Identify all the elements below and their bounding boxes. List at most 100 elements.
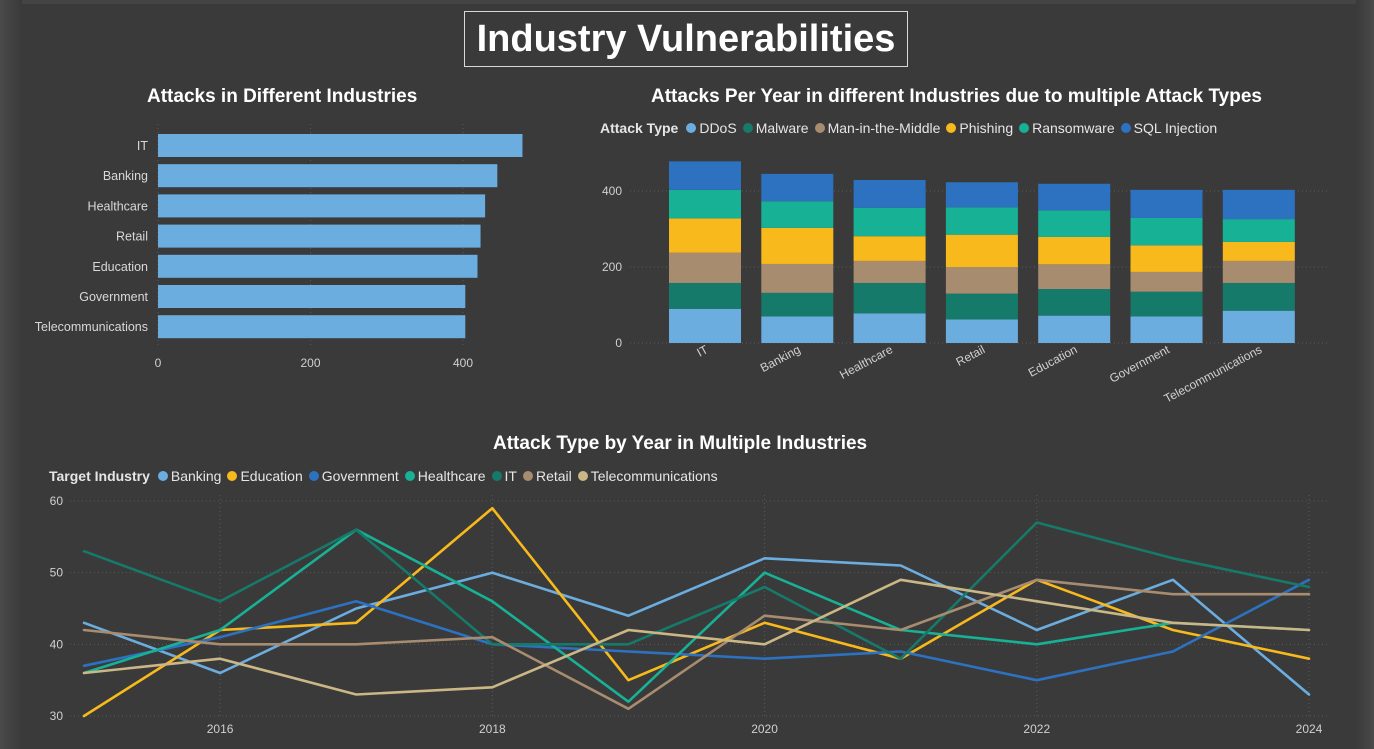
chart2-legend-item-ddos[interactable]: DDoS [686,120,737,136]
chart3-legend-label: Retail [535,468,572,484]
chart3-x-tick-label: 2020 [751,722,778,736]
chart2-bar-banking-phishing [761,227,834,264]
chart2-bar-it-sql-injection [669,161,741,190]
chart2-bar-banking-sql-injection [761,173,834,202]
page-title: Industry Vulnerabilities [464,11,908,67]
chart1-bar-education [158,254,478,278]
chart3-x-tick-label: 2016 [207,722,234,736]
chart2-bar-healthcare-ddos [853,313,926,343]
legend-dot-icon [404,471,415,481]
chart2-legend: Attack Type DDoS Malware Man-in-the-Middle… [600,120,1223,136]
chart2-bar-it-ddos [669,308,741,343]
chart2-bar-telecommunications-ransomware [1222,219,1295,242]
chart2-y-tick-label: 200 [602,260,622,274]
chart3-x-tick-label: 2024 [1296,722,1323,736]
chart3-series-line-it [82,521,1311,661]
chart2-bar-government-ransomware [1130,217,1203,246]
chart3-legend-label: IT [504,468,517,484]
chart3-series-line-government [82,578,1311,682]
chart3-legend-label: Telecommunications [590,468,718,484]
chart2-y-tick-label: 0 [615,336,622,350]
chart2-bar-education-ddos [1038,315,1111,343]
chart2-bar-government-phishing [1130,245,1203,272]
legend-dot-icon [491,471,502,481]
chart1-bar-it [158,134,523,157]
chart3-legend-item-education[interactable]: Education [227,468,303,484]
chart1-bar-government [158,285,466,308]
legend-dot-icon [308,471,319,481]
chart2-legend-label: Phishing [959,120,1014,136]
chart2-bar-banking-ransomware [761,201,834,228]
chart3-y-tick-label: 60 [50,494,64,508]
chart3-y-tick-label: 30 [50,709,64,723]
legend-dot-icon [522,471,533,481]
chart2-legend-item-man-in-the-middle[interactable]: Man-in-the-Middle [814,120,941,136]
chart3-y-tick-label: 50 [50,566,64,580]
chart2-legend-item-sql-injection[interactable]: SQL Injection [1120,120,1217,136]
chart3-series-line-education [82,506,1311,718]
chart2-bar-education-ransomware [1038,210,1111,237]
legend-dot-icon [1019,123,1030,133]
chart2-bar-it-ransomware [669,189,741,219]
chart2-bar-telecommunications-man-in-the-middle [1222,260,1295,283]
chart3-legend-item-banking[interactable]: Banking [157,468,222,484]
chart3-series-line-telecommunications [82,578,1311,696]
chart3-legend-item-healthcare[interactable]: Healthcare [404,468,486,484]
chart2-bar-retail-malware [945,293,1018,320]
chart2-bar-telecommunications-malware [1222,282,1295,311]
chart2-legend-label: Man-in-the-Middle [827,120,941,136]
chart1-category-label: Banking [103,169,148,183]
chart2-bar-retail-man-in-the-middle [945,267,1018,294]
chart2-bar-telecommunications-sql-injection [1222,189,1295,220]
legend-dot-icon [227,471,238,481]
top-edge [0,0,1374,4]
chart1-bar-healthcare [158,194,486,218]
chart2-bar-government-man-in-the-middle [1130,271,1203,292]
left-edge [0,0,22,749]
chart3-legend-item-retail[interactable]: Retail [522,468,572,484]
chart2-bar-it-man-in-the-middle [669,252,741,283]
chart1-category-label: Telecommunications [35,320,148,334]
chart2-bar-retail-phishing [945,234,1018,267]
chart3-legend-label: Healthcare [417,468,486,484]
chart2-bar-education-man-in-the-middle [1038,264,1111,290]
right-edge [1356,0,1374,749]
chart3-legend-item-it[interactable]: IT [491,468,517,484]
chart2-bar-retail-sql-injection [945,182,1018,208]
chart2-bar-government-sql-injection [1130,189,1203,218]
chart1-category-label: Education [92,260,148,274]
legend-dot-icon [1120,123,1131,133]
chart1-bar-telecommunications [158,315,466,339]
chart3-legend-label: Banking [170,468,222,484]
chart2-bar-it-malware [669,282,741,309]
chart2-bar-healthcare-phishing [853,236,926,261]
chart2-bar-government-ddos [1130,316,1203,343]
chart3-legend-item-government[interactable]: Government [308,468,399,484]
chart2-bar-retail-ransomware [945,207,1018,235]
chart2-bar-telecommunications-ddos [1222,310,1295,343]
chart3-legend-item-telecommunications[interactable]: Telecommunications [577,468,718,484]
industry-attacks-bar-chart: 0 200 400 IT Banking Healthcare Retail Educatio… [35,124,523,370]
chart1-category-label: Retail [116,230,148,244]
chart2-legend-item-ransomware[interactable]: Ransomware [1019,120,1115,136]
chart3-legend-label: Education [240,468,303,484]
chart2-legend-item-malware[interactable]: Malware [742,120,809,136]
chart2-bar-banking-man-in-the-middle [761,263,834,293]
legend-dot-icon [577,471,588,481]
chart3-y-tick-label: 40 [50,637,64,651]
chart2-title: Attacks Per Year in different Industries… [651,86,1262,107]
chart3-x-tick-label: 2018 [479,722,506,736]
chart1-category-label: IT [137,139,148,153]
chart2-legend-item-phishing[interactable]: Phishing [946,120,1013,136]
chart3-legend-label: Government [321,468,399,484]
chart2-y-tick-label: 400 [602,184,622,198]
chart3-title: Attack Type by Year in Multiple Industri… [493,433,868,454]
chart2-bar-government-malware [1130,291,1203,317]
chart1-x-tick-label: 200 [300,356,320,370]
chart1-x-tick-label: 0 [155,356,162,370]
chart2-bar-education-phishing [1038,236,1111,265]
chart2-bar-banking-ddos [761,316,834,343]
chart2-bar-healthcare-malware [853,282,926,314]
